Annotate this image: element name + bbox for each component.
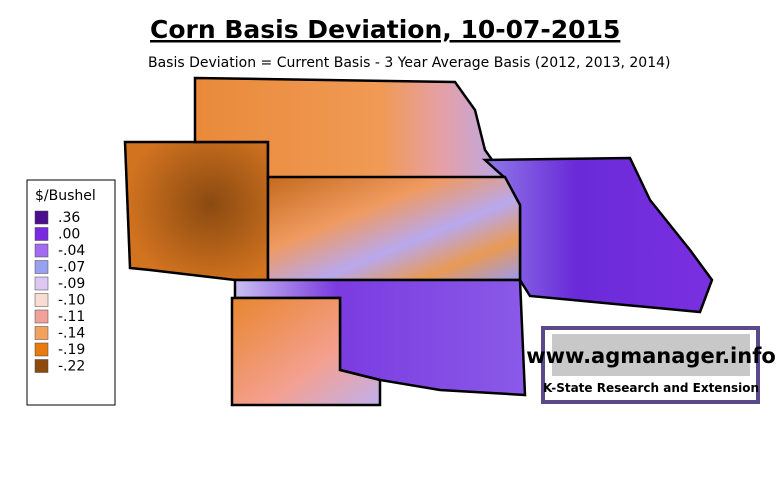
legend-swatch <box>34 260 49 274</box>
legend-swatch <box>34 293 49 307</box>
legend-swatch <box>34 276 49 291</box>
colorado <box>123 140 270 282</box>
legend-label: -.14 <box>58 326 85 342</box>
title: Corn Basis Deviation, 10-07-2015 <box>150 15 620 44</box>
kansas <box>266 175 522 282</box>
legend-label: -.04 <box>58 243 85 259</box>
legend-swatch <box>34 309 49 324</box>
legend-label: -.19 <box>58 342 85 358</box>
logo: www.agmanager.info K-State Research and … <box>526 326 776 404</box>
legend-swatch <box>34 326 49 340</box>
logo-banner <box>552 334 750 376</box>
legend-swatch <box>34 359 49 373</box>
logo-org: K-State Research and Extension <box>543 381 759 395</box>
legend-label: -.11 <box>58 309 85 325</box>
legend-label: -.09 <box>58 276 85 292</box>
legend-swatch <box>34 243 49 258</box>
legend-swatch <box>34 342 49 357</box>
legend-label: -.07 <box>58 260 85 276</box>
legend-swatch <box>34 210 49 225</box>
legend: $/Bushel .36.00-.04-.07-.09-.10-.11-.14-… <box>26 179 116 406</box>
legend-label: .36 <box>58 210 80 226</box>
legend-swatch <box>34 227 49 241</box>
legend-label: -.10 <box>58 293 85 309</box>
subtitle: Basis Deviation = Current Basis - 3 Year… <box>148 55 670 71</box>
legend-label: -.22 <box>58 359 85 375</box>
logo-url: www.agmanager.info <box>526 344 776 368</box>
states <box>123 76 714 407</box>
legend-label: .00 <box>58 227 80 243</box>
legend-title: $/Bushel <box>35 188 96 204</box>
texas-panhandle <box>230 296 382 407</box>
